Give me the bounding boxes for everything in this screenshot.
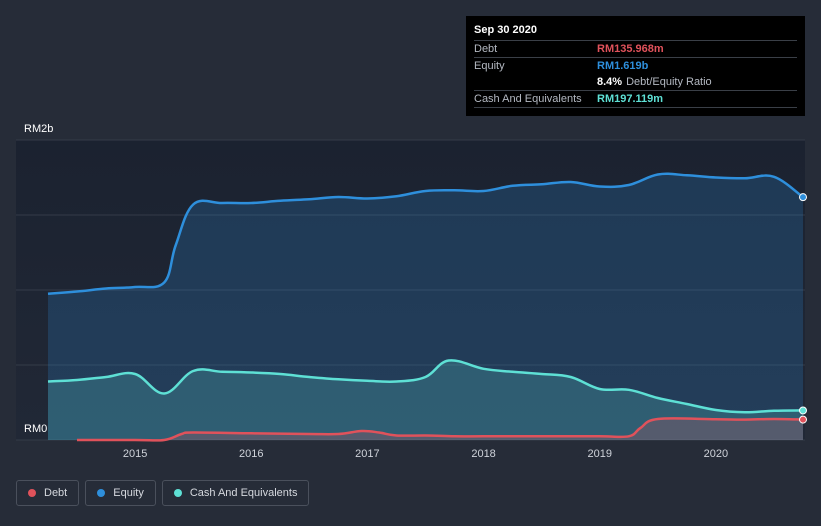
tooltip-cash-value: RM197.119m [597, 93, 664, 105]
x-tick-label-2015: 2015 [123, 448, 147, 460]
tooltip-row-debt: Debt RM135.968m [474, 40, 797, 57]
legend-equity-label: Equity [113, 487, 144, 499]
equity-line [47, 172, 804, 296]
legend-debt-label: Debt [44, 487, 68, 499]
debt-area [77, 418, 803, 441]
cash-and-equivalents-line [47, 359, 804, 414]
tooltip-debt-label: Debt [474, 43, 498, 55]
x-tick-label-2016: 2016 [239, 448, 263, 460]
tooltip-debt-value: RM135.968m [597, 43, 664, 55]
tooltip-row-cash: Cash And Equivalents RM197.119m [474, 90, 797, 108]
y-axis-label-top: RM2b [24, 123, 53, 135]
tooltip-equity-value: RM1.619b [597, 60, 649, 72]
y-axis-label-bottom: RM0 [24, 423, 47, 435]
tooltip-equity-label: Equity [474, 60, 505, 72]
tooltip-date: Sep 30 2020 [474, 24, 537, 36]
equity-end-point [799, 193, 807, 202]
x-tick-label-2019: 2019 [587, 448, 611, 460]
cash-and-equivalents-area [48, 360, 803, 440]
x-tick-label-2018: 2018 [471, 448, 495, 460]
chart-legend: Debt Equity Cash And Equivalents [16, 480, 310, 506]
cash-and-equivalents-end-point [799, 406, 807, 415]
debt-dot-icon [28, 489, 36, 497]
x-tick-label-2020: 2020 [704, 448, 728, 460]
tooltip-row-equity: Equity RM1.619b [474, 57, 797, 74]
debt-line [77, 417, 804, 442]
legend-item-debt[interactable]: Debt [16, 480, 80, 506]
legend-item-equity[interactable]: Equity [85, 480, 156, 506]
tooltip-row-ratio: 8.4% Debt/Equity Ratio [474, 74, 797, 90]
tooltip-panel: Sep 30 2020 Debt RM135.968m Equity RM1.6… [466, 16, 805, 116]
equity-area [48, 173, 803, 440]
tooltip-ratio-label: Debt/Equity Ratio [626, 76, 712, 88]
tooltip-cash-label: Cash And Equivalents [474, 93, 582, 105]
equity-dot-icon [97, 489, 106, 497]
tooltip-ratio-value: 8.4% [597, 76, 623, 88]
x-tick-label-2017: 2017 [355, 448, 379, 460]
legend-cash-label: Cash And Equivalents [189, 487, 298, 499]
cash-dot-icon [173, 489, 182, 497]
debt-end-point [799, 415, 807, 424]
legend-item-cash[interactable]: Cash And Equivalents [161, 480, 310, 506]
